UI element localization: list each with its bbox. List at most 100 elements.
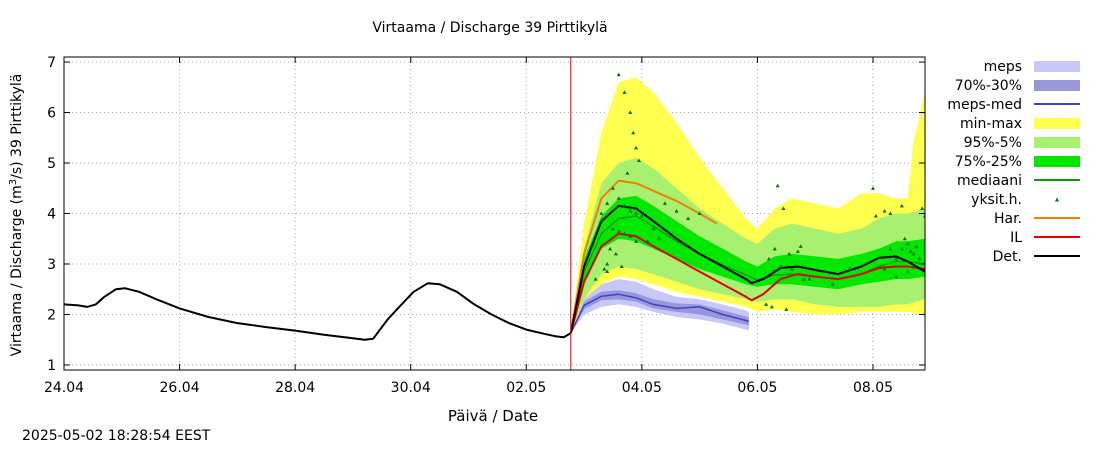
chart-title: Virtaama / Discharge 39 Pirttikylä xyxy=(372,20,607,36)
legend-label: min-max xyxy=(960,116,1022,132)
point-yksit xyxy=(899,203,904,208)
y-tick-label: 2 xyxy=(47,307,56,323)
point-yksit xyxy=(639,214,644,218)
point-yksit xyxy=(674,208,679,213)
y-tick-label: 7 xyxy=(47,55,56,71)
point-yksit xyxy=(622,90,627,94)
point-yksit xyxy=(628,208,633,213)
point-yksit xyxy=(634,145,639,150)
series-har xyxy=(569,179,718,334)
point-yksit xyxy=(616,196,621,200)
point-yksit xyxy=(905,269,910,274)
legend-swatch-box xyxy=(1034,137,1080,148)
point-yksit xyxy=(801,277,806,281)
point-yksit xyxy=(605,261,610,266)
point-yksit xyxy=(599,219,604,223)
band-95-5 xyxy=(570,158,925,334)
y-tick-label: 5 xyxy=(47,156,56,172)
point-yksit xyxy=(790,267,795,271)
point-yksit xyxy=(781,206,786,210)
x-tick-label: 08.05 xyxy=(853,380,893,396)
point-yksit xyxy=(830,282,835,286)
series-meps-med xyxy=(570,293,750,334)
point-yksit xyxy=(784,307,789,311)
point-yksit xyxy=(657,236,662,241)
y-tick-label: 4 xyxy=(47,207,56,223)
point-yksit xyxy=(608,246,613,251)
legend-swatch-point xyxy=(1055,197,1059,202)
y-axis-label: Virtaama / Discharge (m3/s) 39 Pirttikyl… xyxy=(8,74,25,357)
point-yksit xyxy=(920,206,925,210)
point-yksit xyxy=(847,267,852,271)
point-yksit xyxy=(894,256,899,261)
point-yksit xyxy=(873,214,878,218)
point-yksit xyxy=(625,171,630,175)
legend-label: 95%-5% xyxy=(964,135,1022,151)
point-yksit xyxy=(870,186,875,190)
point-yksit xyxy=(636,158,641,162)
point-yksit xyxy=(610,186,615,190)
legend-label: yksit.h. xyxy=(971,192,1022,208)
point-yksit xyxy=(616,229,621,233)
point-yksit xyxy=(766,256,771,261)
point-yksit xyxy=(764,302,769,306)
y-tick-label: 3 xyxy=(47,257,56,273)
point-yksit xyxy=(613,251,618,256)
point-yksit xyxy=(645,239,650,243)
point-yksit xyxy=(917,256,922,261)
point-yksit xyxy=(634,211,639,215)
point-yksit xyxy=(593,277,598,281)
point-yksit xyxy=(622,231,627,236)
point-yksit xyxy=(610,226,615,231)
legend-swatch-box xyxy=(1034,61,1080,72)
point-yksit xyxy=(651,226,656,231)
x-tick-label: 30.04 xyxy=(391,380,431,396)
point-yksit xyxy=(778,264,783,269)
series-observed xyxy=(64,282,572,341)
point-yksit xyxy=(628,110,633,115)
x-tick-label: 04.05 xyxy=(622,380,662,396)
point-yksit xyxy=(894,274,899,279)
legend-swatch-box xyxy=(1034,118,1080,129)
legend-label: meps xyxy=(984,59,1022,75)
x-tick-label: 24.04 xyxy=(44,380,84,396)
point-yksit xyxy=(605,269,610,274)
y-axis-label-tail: /s) 39 Pirttikylä xyxy=(9,74,25,179)
legend-label: IL xyxy=(1010,230,1022,246)
point-yksit xyxy=(882,267,887,271)
point-yksit xyxy=(602,267,607,271)
point-yksit xyxy=(807,277,812,281)
point-yksit xyxy=(605,201,610,205)
legend-swatch-box xyxy=(1034,156,1080,167)
legend-label: Det. xyxy=(993,249,1022,265)
series-mediaani xyxy=(570,215,925,334)
point-yksit xyxy=(888,211,893,215)
point-yksit xyxy=(772,246,777,251)
point-yksit xyxy=(622,203,627,208)
point-yksit xyxy=(662,201,667,205)
x-tick-label: 06.05 xyxy=(737,380,777,396)
point-yksit xyxy=(899,246,904,251)
point-yksit xyxy=(882,208,887,213)
point-yksit xyxy=(914,244,919,248)
timestamp: 2025-05-02 18:28:54 EEST xyxy=(22,428,211,444)
legend-label: mediaani xyxy=(957,173,1022,189)
point-yksit xyxy=(631,130,636,135)
point-yksit xyxy=(619,264,624,269)
y-tick-label: 1 xyxy=(47,358,56,374)
point-yksit xyxy=(769,304,774,309)
x-tick-label: 02.05 xyxy=(506,380,546,396)
point-yksit xyxy=(616,72,621,77)
y-axis-label-sup: 3 xyxy=(8,179,19,185)
point-yksit xyxy=(634,239,639,243)
point-yksit xyxy=(888,246,893,251)
x-tick-label: 28.04 xyxy=(275,380,315,396)
point-yksit xyxy=(908,249,913,253)
point-yksit xyxy=(911,264,916,269)
x-axis-label: Päivä / Date xyxy=(448,407,538,425)
point-yksit xyxy=(697,211,702,215)
point-yksit xyxy=(628,234,633,238)
point-yksit xyxy=(902,236,907,241)
point-yksit xyxy=(798,244,803,248)
